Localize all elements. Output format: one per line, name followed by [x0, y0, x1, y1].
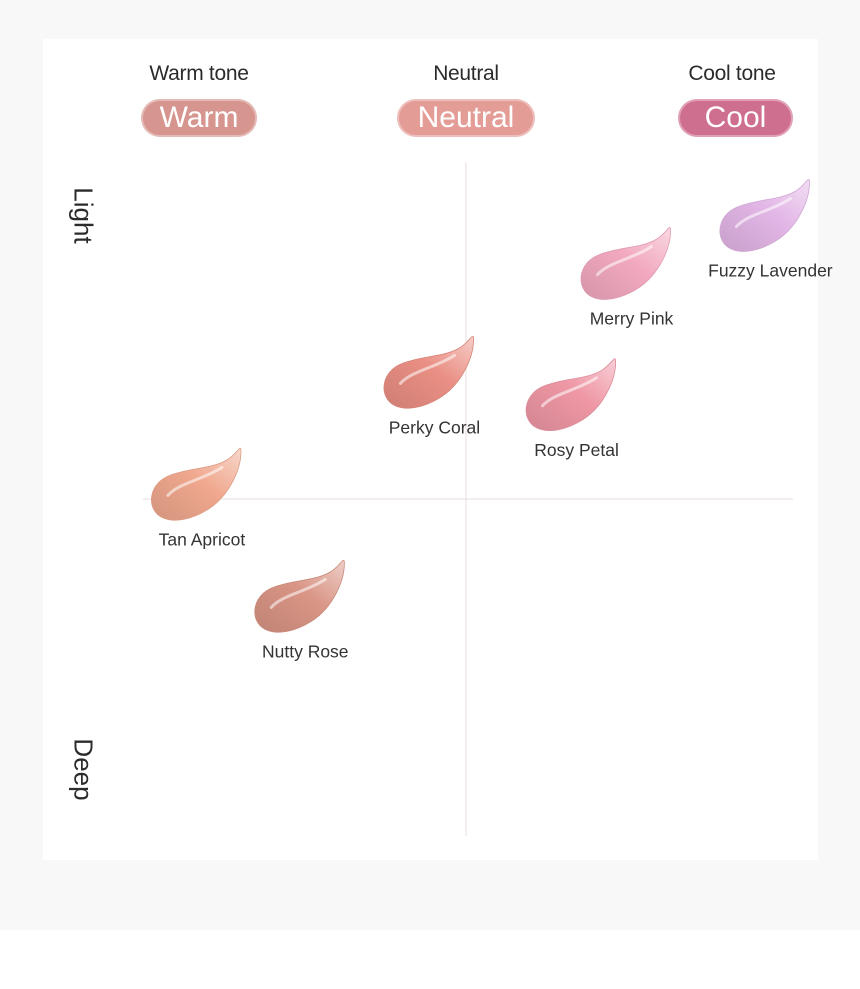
marks-group: Fuzzy Lavender Merry Pink Perky Coral Rosy … [151, 179, 833, 661]
swatch-blob [254, 559, 345, 633]
swatch-fuzzy-lavender [719, 179, 810, 252]
chart-card [43, 39, 818, 860]
swatch-highlight [596, 245, 653, 277]
swatch-nutty-rose [254, 559, 345, 633]
swatch-highlight [541, 376, 599, 408]
column-heading-neutral: Neutral [433, 62, 499, 85]
swatch-tan-apricot [151, 447, 242, 521]
swatch-label: Nutty Rose [262, 641, 349, 661]
swatch-highlight [734, 197, 792, 229]
pill-warm: Warm [141, 99, 257, 137]
swatch-highlight [166, 465, 224, 497]
pill-neutral: Neutral [397, 99, 535, 137]
swatch-blob [151, 447, 242, 521]
pill-cool: Cool [678, 99, 793, 137]
swatch-label: Perky Coral [389, 417, 480, 437]
swatch-blob [383, 335, 474, 409]
swatch-perky-coral [383, 335, 474, 409]
swatch-label: Merry Pink [590, 309, 674, 329]
swatch-highlight [398, 353, 456, 385]
swatch-merry-pink [580, 227, 671, 300]
swatch-blob [525, 358, 616, 431]
swatch-rosy-petal [525, 358, 616, 431]
swatch-blob [719, 179, 810, 252]
column-heading-cool: Cool tone [688, 62, 776, 85]
column-heading-warm: Warm tone [149, 62, 249, 85]
swatch-blob [580, 227, 671, 300]
swatch-label: Tan Apricot [159, 529, 246, 549]
swatch-label: Rosy Petal [534, 440, 619, 460]
swatch-label: Fuzzy Lavender [708, 261, 833, 281]
swatch-highlight [269, 577, 327, 609]
